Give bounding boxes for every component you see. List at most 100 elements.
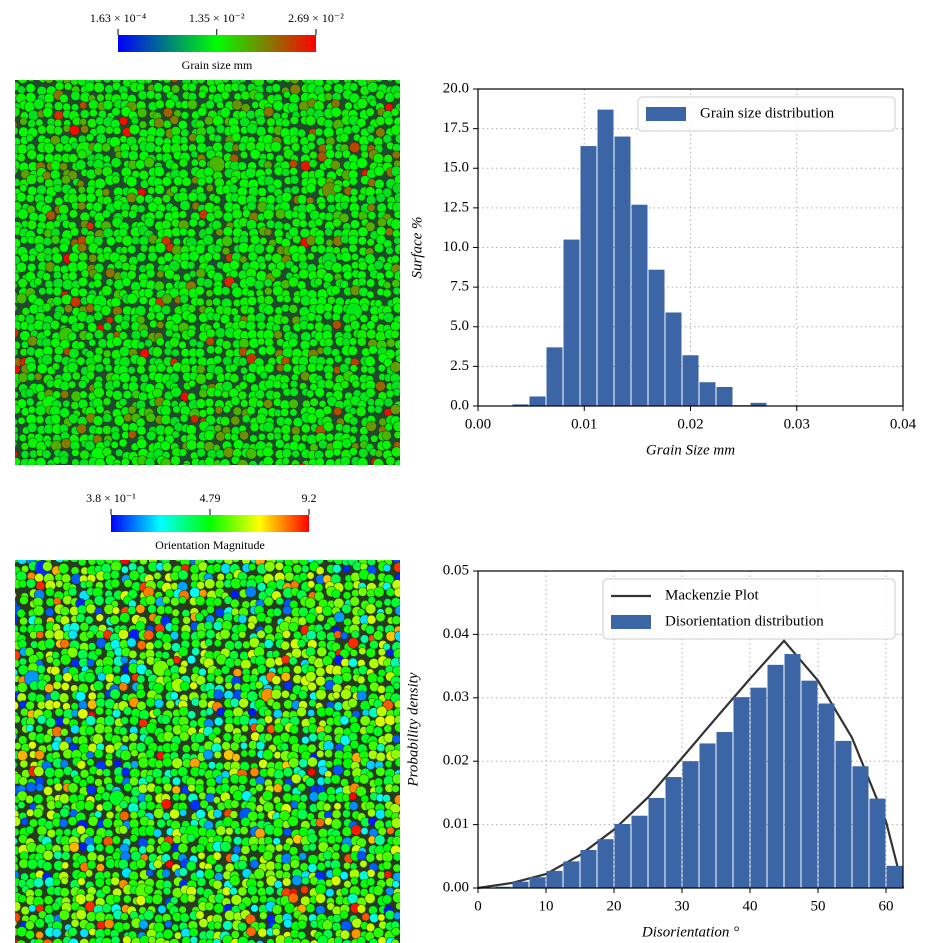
grain-cell [239, 631, 246, 638]
grain-cell [119, 346, 129, 356]
grain-cell [325, 338, 333, 346]
grain-cell [403, 905, 411, 913]
grain-cell [122, 262, 130, 270]
grain-cell [68, 587, 77, 596]
grain-cell [45, 608, 54, 617]
grain-cell [325, 459, 335, 469]
grain-cell [85, 726, 94, 735]
grain-cell [402, 374, 410, 382]
grain-cell [316, 818, 325, 827]
grain-cell [385, 760, 392, 767]
grain-cell [71, 659, 80, 668]
grain-cell [238, 615, 247, 624]
grain-cell [95, 723, 105, 733]
grain-cell [332, 590, 341, 599]
grain-cell [157, 465, 164, 472]
grain-cell [233, 846, 241, 854]
grain-cell [179, 707, 189, 717]
grain-cell [36, 783, 44, 791]
grain-cell [342, 439, 352, 449]
grain-cell [89, 339, 96, 346]
grain-cell [326, 433, 334, 441]
grain-cell [334, 612, 345, 623]
grain-cell [19, 434, 27, 442]
grain-cell [195, 613, 204, 622]
grain-cell [26, 174, 36, 184]
grain-cell [165, 99, 175, 109]
grain-cell [9, 732, 17, 740]
grain-cell [365, 604, 375, 614]
bar [598, 110, 614, 406]
grain-cell [378, 914, 385, 921]
grain-cell [111, 570, 120, 579]
grain-cell [251, 905, 259, 913]
grain-cell [26, 579, 35, 588]
grain-cell [383, 861, 392, 870]
grain-cell [119, 439, 127, 447]
grain-cell [357, 691, 367, 701]
grain-cell [403, 641, 412, 650]
grain-cell [266, 220, 275, 229]
grain-cell [392, 230, 400, 238]
bar [581, 146, 597, 406]
grain-cell [222, 469, 231, 478]
grain-cell [316, 884, 327, 895]
grain-cell [25, 795, 33, 803]
grain-cell [314, 583, 323, 592]
grain-cell [220, 416, 230, 426]
grain-cell [306, 904, 315, 913]
grain-cell [97, 921, 106, 930]
grain-cell [10, 282, 18, 290]
grain-cell [333, 765, 343, 775]
grain-cell [340, 911, 348, 919]
grain-cell [300, 794, 308, 802]
grain-cell [136, 356, 146, 366]
grain-cell [342, 672, 352, 682]
grain-cell [8, 614, 18, 624]
grain-cell [94, 749, 103, 758]
grain-cell [36, 416, 44, 424]
grain-cell [373, 727, 383, 737]
grain-cell [189, 357, 197, 365]
grain-cell [179, 666, 187, 674]
grain-cell [373, 927, 383, 937]
grain-cell [390, 362, 401, 373]
grain-cell [206, 337, 214, 345]
grain-cell [250, 149, 260, 159]
grain-cell [112, 337, 122, 347]
grain-cell [103, 871, 110, 878]
grain-cell [234, 683, 242, 691]
grain-cell [393, 893, 403, 903]
grain-cell [350, 220, 359, 229]
grain-cell [21, 818, 29, 826]
grain-cell [391, 219, 402, 230]
grain-cell [137, 641, 146, 650]
grain-cell [196, 298, 204, 306]
grain-cell [291, 555, 300, 564]
grain-cell [206, 290, 213, 297]
grain-cell [373, 458, 384, 469]
grain-cell [155, 128, 165, 138]
grain-cell [298, 639, 306, 647]
grain-cell [376, 91, 384, 99]
grain-cell [86, 785, 96, 795]
grain-cell [103, 74, 112, 83]
grain-cell [93, 681, 103, 691]
grain-cell [206, 629, 215, 638]
grain-cell [293, 295, 301, 303]
grain-cell [164, 253, 173, 262]
grain-cell [146, 431, 156, 441]
grain-cell [60, 639, 69, 648]
grain-cell [349, 244, 357, 252]
grain-cell [45, 767, 55, 777]
grain-cell [137, 341, 145, 349]
grain-cell [207, 674, 215, 682]
grain-cell [46, 778, 53, 785]
grain-cell [162, 869, 170, 877]
grain-cell [327, 204, 336, 213]
grain-cell [213, 880, 222, 889]
grain-cell [334, 803, 341, 810]
grain-cell [198, 562, 208, 572]
grain-cell [344, 581, 353, 590]
grain-cell [326, 239, 333, 246]
